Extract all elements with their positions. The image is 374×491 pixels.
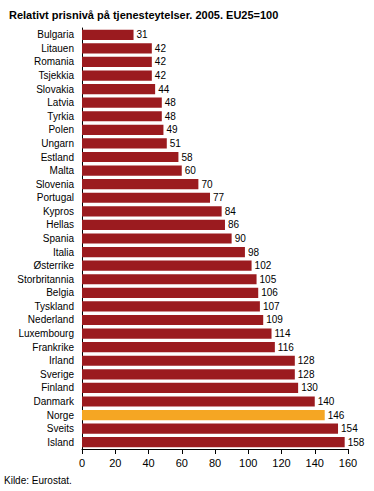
svg-text:Nederland: Nederland bbox=[28, 314, 74, 325]
svg-text:86: 86 bbox=[228, 219, 240, 230]
svg-text:Kilde: Eurostat.: Kilde: Eurostat. bbox=[4, 475, 72, 486]
svg-text:90: 90 bbox=[235, 233, 247, 244]
svg-text:Irland: Irland bbox=[49, 355, 74, 366]
svg-text:Sverige: Sverige bbox=[40, 369, 74, 380]
svg-text:154: 154 bbox=[341, 423, 358, 434]
svg-text:128: 128 bbox=[298, 355, 315, 366]
svg-text:51: 51 bbox=[170, 138, 182, 149]
svg-text:160: 160 bbox=[339, 457, 357, 469]
svg-text:Slovenia: Slovenia bbox=[36, 179, 75, 190]
svg-text:107: 107 bbox=[263, 301, 280, 312]
svg-text:70: 70 bbox=[201, 179, 213, 190]
svg-text:Norge: Norge bbox=[47, 410, 75, 421]
svg-text:44: 44 bbox=[158, 84, 170, 95]
svg-text:109: 109 bbox=[266, 314, 283, 325]
svg-text:60: 60 bbox=[185, 165, 197, 176]
svg-text:Tsjekkia: Tsjekkia bbox=[38, 70, 74, 81]
svg-text:Kypros: Kypros bbox=[43, 206, 74, 217]
svg-text:146: 146 bbox=[328, 410, 345, 421]
svg-text:Sveits: Sveits bbox=[47, 423, 74, 434]
svg-text:Portugal: Portugal bbox=[37, 192, 74, 203]
svg-text:20: 20 bbox=[109, 457, 121, 469]
svg-text:Italia: Italia bbox=[53, 247, 75, 258]
svg-text:Hellas: Hellas bbox=[46, 219, 74, 230]
svg-text:Luxembourg: Luxembourg bbox=[18, 328, 74, 339]
svg-text:42: 42 bbox=[155, 43, 167, 54]
svg-text:128: 128 bbox=[298, 369, 315, 380]
svg-text:Bulgaria: Bulgaria bbox=[37, 29, 74, 40]
svg-text:48: 48 bbox=[165, 111, 177, 122]
svg-text:158: 158 bbox=[348, 437, 365, 448]
svg-text:102: 102 bbox=[255, 260, 272, 271]
svg-text:Litauen: Litauen bbox=[41, 43, 74, 54]
svg-text:Island: Island bbox=[47, 437, 74, 448]
svg-text:Finland: Finland bbox=[41, 382, 74, 393]
svg-text:Ungarn: Ungarn bbox=[41, 138, 74, 149]
svg-text:84: 84 bbox=[225, 206, 237, 217]
svg-text:140: 140 bbox=[306, 457, 324, 469]
svg-text:48: 48 bbox=[165, 97, 177, 108]
svg-text:Spania: Spania bbox=[43, 233, 75, 244]
svg-text:Tyrkia: Tyrkia bbox=[47, 111, 74, 122]
svg-text:120: 120 bbox=[272, 457, 290, 469]
svg-text:Slovakia: Slovakia bbox=[36, 84, 74, 95]
svg-text:Storbritannia: Storbritannia bbox=[17, 274, 74, 285]
svg-text:Østerrike: Østerrike bbox=[33, 260, 74, 271]
svg-text:140: 140 bbox=[318, 396, 335, 407]
svg-text:116: 116 bbox=[278, 342, 294, 353]
svg-text:0: 0 bbox=[79, 457, 85, 469]
svg-text:60: 60 bbox=[176, 457, 188, 469]
svg-text:106: 106 bbox=[261, 287, 278, 298]
svg-text:Estland: Estland bbox=[41, 152, 74, 163]
svg-text:Relativt prisnivå på tjenestey: Relativt prisnivå på tjenesteytelser. 20… bbox=[9, 9, 278, 21]
svg-text:Tyskland: Tyskland bbox=[35, 301, 74, 312]
svg-text:Malta: Malta bbox=[50, 165, 75, 176]
svg-text:40: 40 bbox=[142, 457, 154, 469]
svg-text:105: 105 bbox=[260, 274, 277, 285]
svg-text:Belgia: Belgia bbox=[46, 287, 74, 298]
svg-text:80: 80 bbox=[209, 457, 221, 469]
svg-text:58: 58 bbox=[181, 152, 193, 163]
svg-text:98: 98 bbox=[248, 247, 260, 258]
svg-text:42: 42 bbox=[155, 56, 167, 67]
svg-text:Frankrike: Frankrike bbox=[32, 342, 74, 353]
svg-text:Danmark: Danmark bbox=[33, 396, 75, 407]
svg-text:49: 49 bbox=[166, 124, 178, 135]
svg-text:31: 31 bbox=[137, 29, 149, 40]
svg-text:Latvia: Latvia bbox=[47, 97, 74, 108]
svg-text:Polen: Polen bbox=[48, 124, 74, 135]
svg-text:42: 42 bbox=[155, 70, 167, 81]
svg-text:100: 100 bbox=[239, 457, 257, 469]
svg-text:130: 130 bbox=[301, 382, 318, 393]
svg-text:114: 114 bbox=[275, 328, 291, 339]
svg-text:Romania: Romania bbox=[34, 56, 74, 67]
svg-text:77: 77 bbox=[213, 192, 225, 203]
